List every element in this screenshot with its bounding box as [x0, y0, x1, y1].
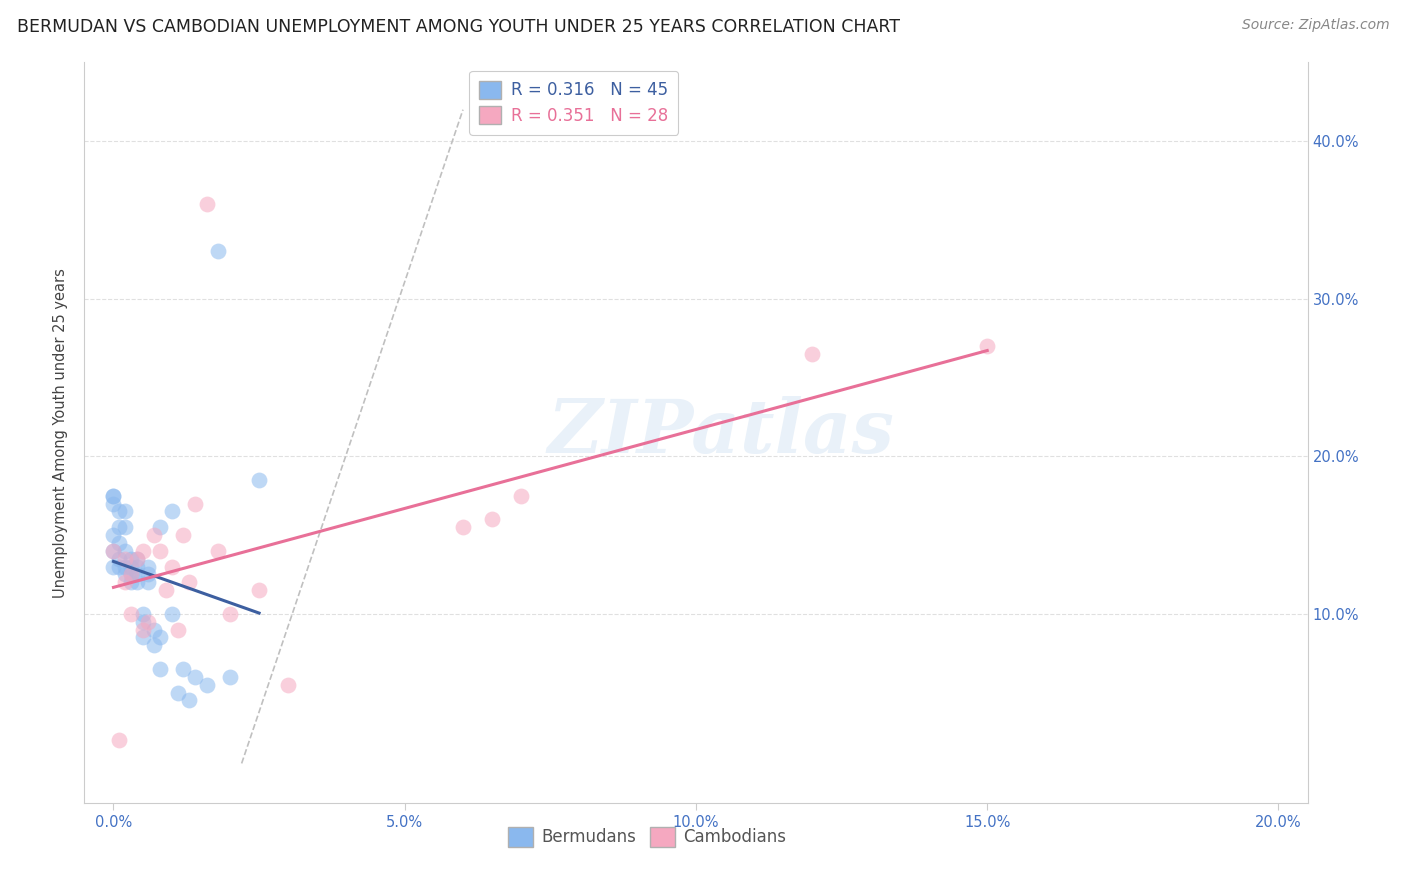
Point	[149, 543, 172, 558]
Point	[120, 567, 142, 582]
Legend: Bermudans, Cambodians: Bermudans, Cambodians	[502, 820, 793, 854]
Point	[108, 520, 131, 534]
Point	[138, 567, 160, 582]
Point	[103, 489, 125, 503]
Point	[114, 559, 136, 574]
Text: ZIPatlas: ZIPatlas	[547, 396, 894, 469]
Point	[125, 559, 148, 574]
Point	[103, 543, 125, 558]
Point	[108, 551, 131, 566]
Point	[114, 575, 136, 590]
Point	[481, 512, 503, 526]
Point	[125, 551, 148, 566]
Point	[114, 504, 136, 518]
Text: Source: ZipAtlas.com: Source: ZipAtlas.com	[1241, 18, 1389, 32]
Point	[131, 623, 153, 637]
Y-axis label: Unemployment Among Youth under 25 years: Unemployment Among Youth under 25 years	[53, 268, 69, 598]
Point	[184, 670, 207, 684]
Point	[120, 559, 142, 574]
Point	[114, 520, 136, 534]
Point	[138, 575, 160, 590]
Point	[138, 615, 160, 629]
Point	[108, 732, 131, 747]
Point	[131, 631, 153, 645]
Point	[125, 567, 148, 582]
Point	[149, 631, 172, 645]
Point	[195, 197, 218, 211]
Point	[103, 543, 125, 558]
Point	[108, 536, 131, 550]
Point	[451, 520, 474, 534]
Point	[160, 504, 183, 518]
Point	[131, 607, 153, 621]
Point	[155, 583, 177, 598]
Point	[108, 559, 131, 574]
Point	[120, 607, 142, 621]
Point	[103, 559, 125, 574]
Point	[801, 347, 824, 361]
Point	[160, 559, 183, 574]
Point	[143, 638, 166, 652]
Point	[207, 244, 229, 259]
Point	[179, 693, 201, 707]
Point	[195, 678, 218, 692]
Point	[114, 567, 136, 582]
Point	[120, 567, 142, 582]
Point	[125, 575, 148, 590]
Point	[114, 551, 136, 566]
Point	[172, 528, 194, 542]
Point	[976, 339, 998, 353]
Point	[179, 575, 201, 590]
Point	[143, 623, 166, 637]
Point	[131, 615, 153, 629]
Point	[108, 504, 131, 518]
Point	[207, 543, 229, 558]
Point	[219, 607, 242, 621]
Point	[114, 543, 136, 558]
Point	[510, 489, 533, 503]
Point	[247, 473, 270, 487]
Point	[103, 528, 125, 542]
Point	[125, 551, 148, 566]
Point	[149, 520, 172, 534]
Point	[166, 685, 188, 699]
Point	[247, 583, 270, 598]
Point	[172, 662, 194, 676]
Point	[138, 559, 160, 574]
Point	[219, 670, 242, 684]
Text: BERMUDAN VS CAMBODIAN UNEMPLOYMENT AMONG YOUTH UNDER 25 YEARS CORRELATION CHART: BERMUDAN VS CAMBODIAN UNEMPLOYMENT AMONG…	[17, 18, 900, 36]
Point	[120, 551, 142, 566]
Point	[131, 543, 153, 558]
Point	[160, 607, 183, 621]
Point	[103, 489, 125, 503]
Point	[120, 575, 142, 590]
Point	[143, 528, 166, 542]
Point	[103, 496, 125, 510]
Point	[166, 623, 188, 637]
Point	[277, 678, 299, 692]
Point	[184, 496, 207, 510]
Point	[149, 662, 172, 676]
